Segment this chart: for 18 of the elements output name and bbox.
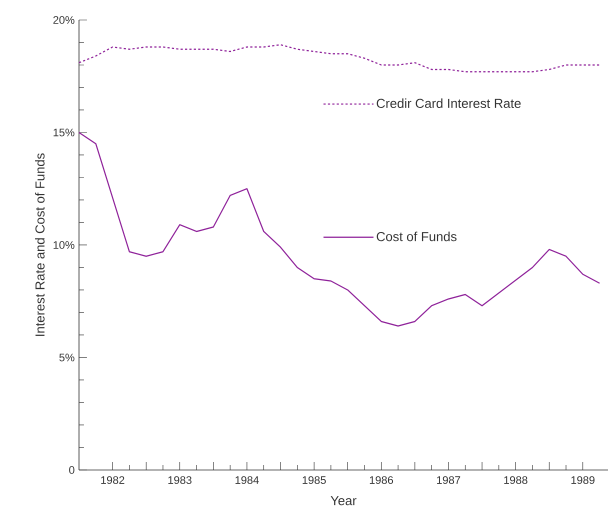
x-tick-label: 1986 [370, 476, 394, 484]
y-tick-label: 5% [59, 354, 74, 362]
line-series [78, 132, 600, 327]
y-axis-title: Interest Rate and Cost of Funds [35, 153, 45, 336]
x-tick-label: 1982 [101, 476, 124, 484]
x-tick-label: 1983 [168, 476, 192, 484]
x-tick-label: 1988 [504, 476, 528, 484]
x-tick-label: 1987 [437, 476, 460, 484]
y-tick-label: 20% [53, 16, 74, 24]
y-tick-label: 15% [54, 128, 74, 136]
legend-label: Cost of Funds [376, 232, 457, 242]
y-tick-label: 0 [69, 466, 74, 474]
y-tick-label: 10% [54, 241, 74, 249]
legend-label: Credir Card Interest Rate [376, 98, 521, 108]
x-tick-label: 1985 [302, 476, 326, 484]
x-tick-label: 1984 [236, 476, 259, 484]
x-tick-label: 1989 [571, 476, 595, 484]
x-axis-title: Year [330, 496, 356, 506]
